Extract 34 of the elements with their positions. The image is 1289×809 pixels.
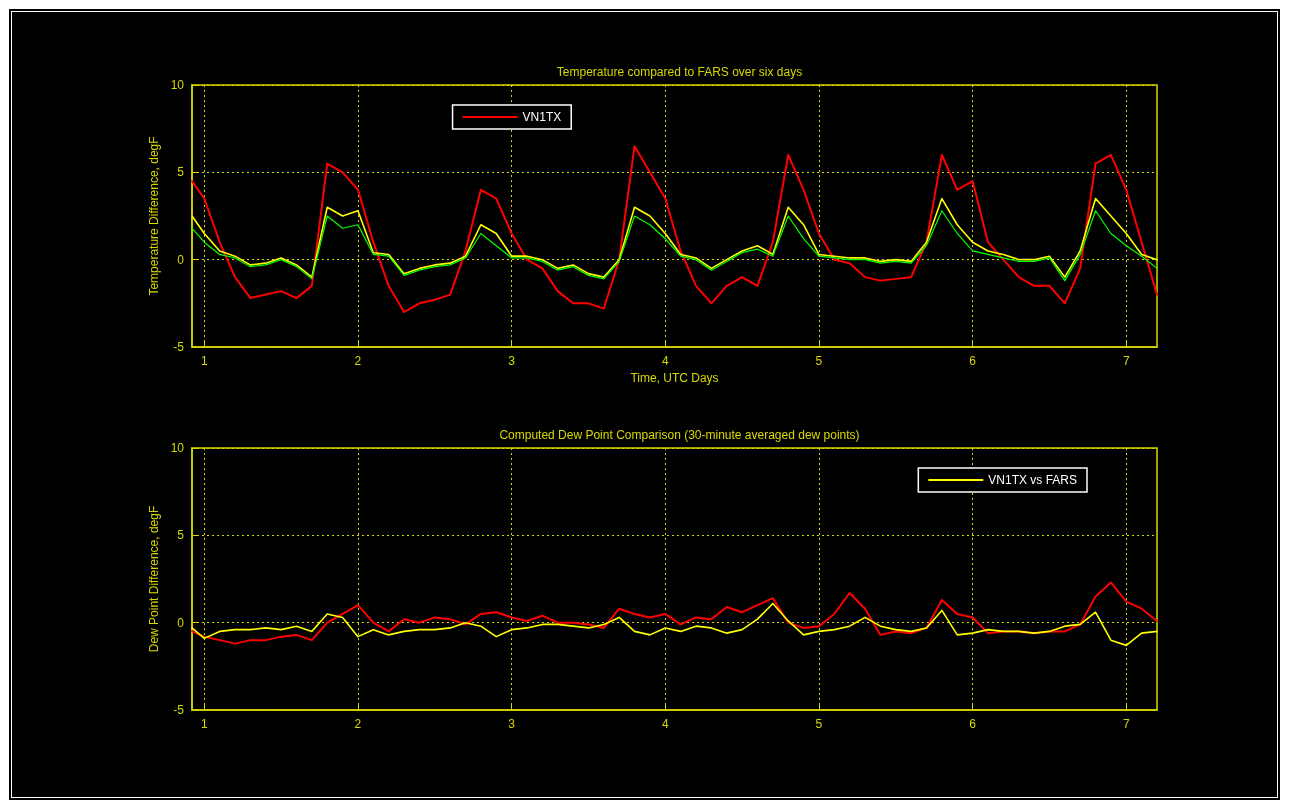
x-tick-label: 3 — [508, 354, 516, 368]
x-tick-label: 7 — [1122, 354, 1130, 368]
x-tick-label: 7 — [1122, 717, 1130, 731]
x-tick-label: 4 — [661, 354, 669, 368]
line-series — [191, 581, 1158, 645]
y-tick-label: 0 — [177, 615, 185, 630]
line-series — [191, 145, 1158, 314]
x-tick-label: 2 — [354, 717, 362, 731]
x-tick-label: 1 — [200, 354, 208, 368]
line-series — [191, 197, 1158, 278]
legend-label: VN1TX — [522, 110, 562, 124]
line-series — [191, 602, 1158, 647]
y-tick-label: -5 — [173, 340, 185, 354]
x-tick-label: 3 — [508, 717, 516, 731]
x-tick-label: 6 — [969, 717, 977, 731]
x-tick-label: 2 — [354, 354, 362, 368]
x-tick-label: 5 — [815, 717, 823, 731]
y-axis-title: Dew Point Difference, degF — [146, 505, 161, 653]
x-tick-label: 6 — [969, 354, 977, 368]
y-tick-label: 5 — [177, 165, 185, 180]
line-series — [191, 210, 1158, 282]
legend-label: VN1TX vs FARS — [988, 473, 1077, 487]
y-tick-label: 10 — [170, 441, 185, 455]
y-tick-label: 5 — [177, 528, 185, 543]
chart-title: Temperature compared to FARS over six days — [556, 65, 803, 79]
x-tick-label: 5 — [815, 354, 823, 368]
y-tick-label: 0 — [177, 252, 185, 267]
x-axis-title: Time, UTC Days — [630, 370, 719, 385]
x-tick-label: 4 — [661, 717, 669, 731]
y-tick-label: -5 — [173, 703, 185, 717]
x-tick-label: 1 — [200, 717, 208, 731]
y-tick-label: 10 — [170, 78, 185, 92]
y-axis-title: Temperature Difference, degF — [146, 136, 161, 296]
chart-title: Computed Dew Point Comparison (30-minute averaged dew points) — [499, 428, 860, 442]
